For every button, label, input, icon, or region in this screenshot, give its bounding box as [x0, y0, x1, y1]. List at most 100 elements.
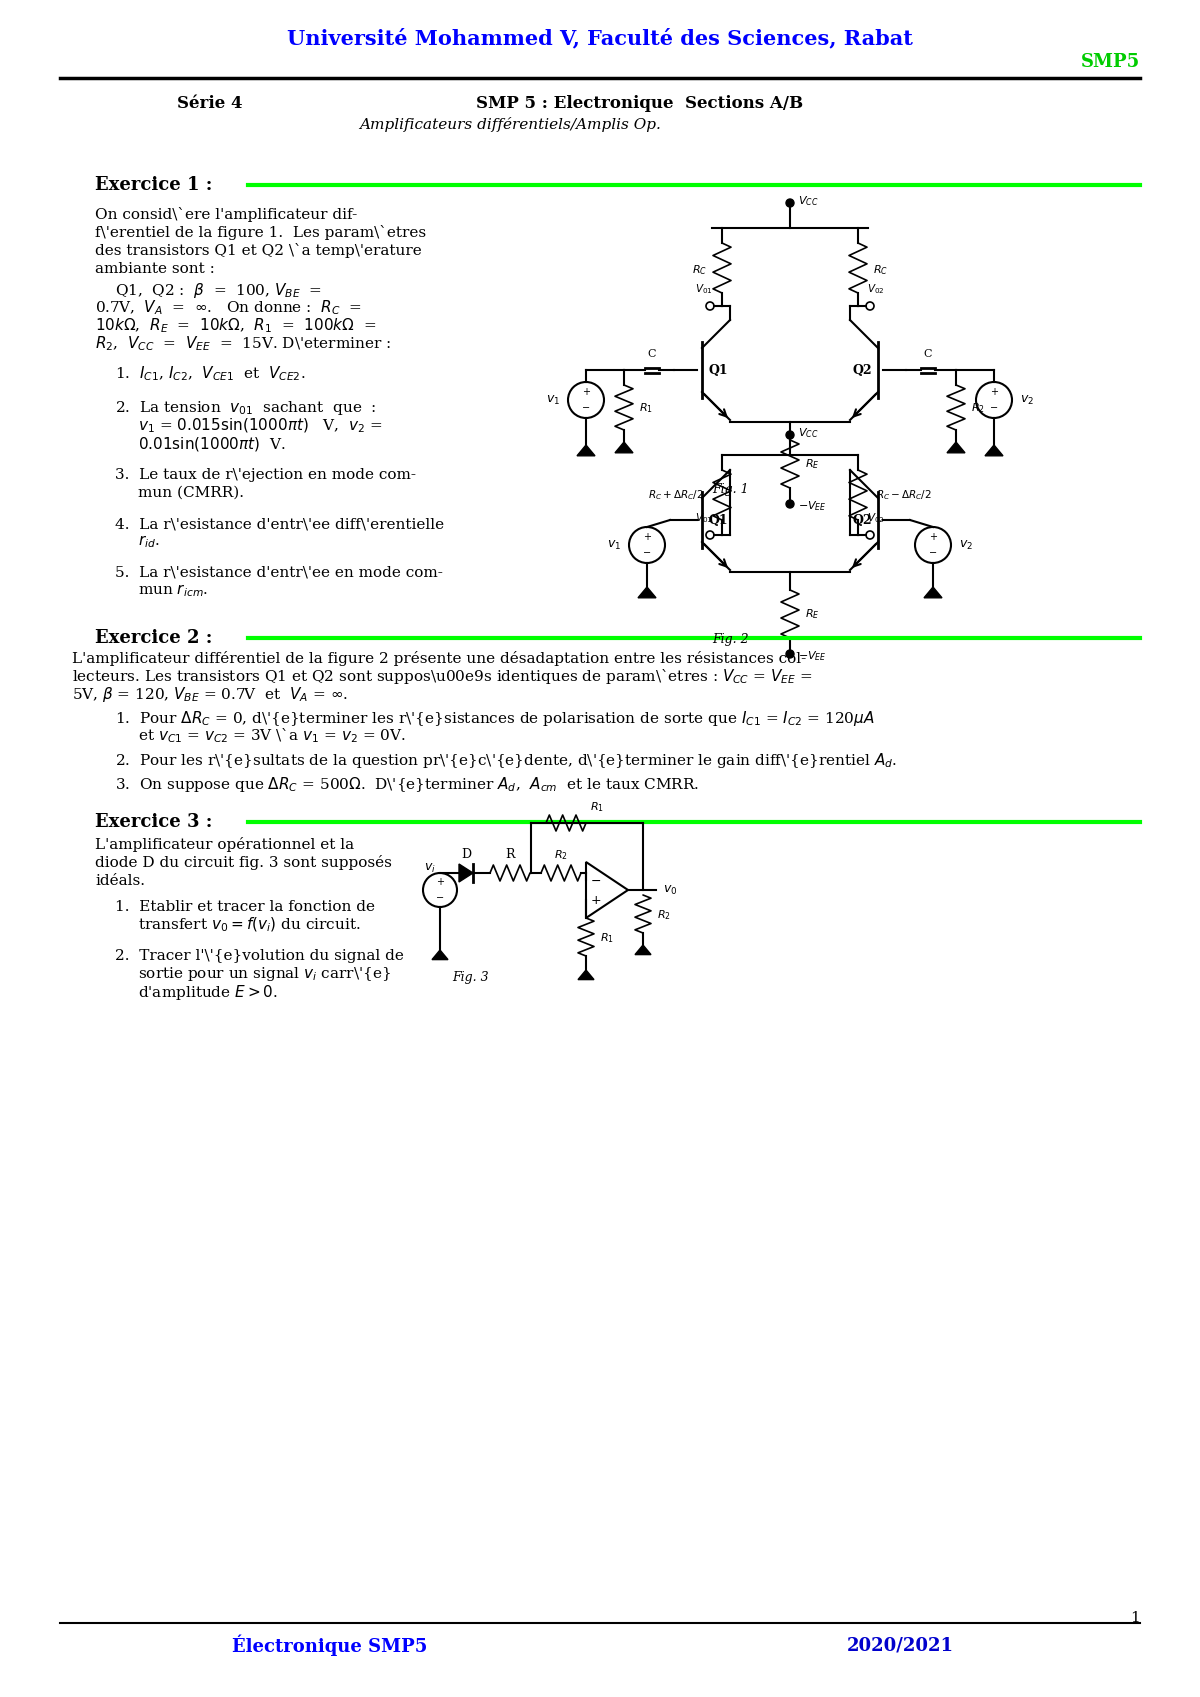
- Text: ambiante sont :: ambiante sont :: [95, 261, 215, 277]
- Text: −: −: [436, 893, 444, 903]
- Text: −: −: [582, 404, 590, 412]
- Text: 0.7V,  $V_A$  =  $\infty$.   On donne :  $R_C$  =: 0.7V, $V_A$ = $\infty$. On donne : $R_C$…: [95, 299, 362, 317]
- Text: +: +: [643, 531, 650, 541]
- Text: 5V, $\beta$ = 120, $V_{BE}$ = 0.7V  et  $V_A$ = $\infty$.: 5V, $\beta$ = 120, $V_{BE}$ = 0.7V et $V…: [72, 686, 348, 704]
- Polygon shape: [578, 971, 594, 979]
- Text: L'amplificateur différentiel de la figure 2 présente une désadaptation entre les: L'amplificateur différentiel de la figur…: [72, 652, 806, 667]
- Text: diode D du circuit fig. 3 sont supposés: diode D du circuit fig. 3 sont supposés: [95, 855, 392, 871]
- Text: SMP 5 : Electronique  Sections A/B: SMP 5 : Electronique Sections A/B: [476, 95, 804, 112]
- Text: 1.  Pour $\Delta R_C$ = 0, d\'{e}terminer les r\'{e}sistances de polarisation de: 1. Pour $\Delta R_C$ = 0, d\'{e}terminer…: [115, 709, 875, 728]
- Text: $V_{02}$: $V_{02}$: [868, 282, 884, 295]
- Text: SMP5: SMP5: [1081, 53, 1140, 71]
- Text: C: C: [648, 350, 656, 360]
- Text: 2.  Tracer l'\'{e}volution du signal de: 2. Tracer l'\'{e}volution du signal de: [115, 949, 404, 962]
- Text: R: R: [505, 847, 515, 860]
- Text: $V_{02}$: $V_{02}$: [868, 511, 884, 524]
- Text: L'amplificateur opérationnel et la: L'amplificateur opérationnel et la: [95, 838, 354, 852]
- Text: +: +: [436, 877, 444, 888]
- Polygon shape: [577, 445, 595, 456]
- Text: $v_0$: $v_0$: [662, 884, 677, 896]
- Text: C: C: [924, 350, 932, 360]
- Text: $R_E$: $R_E$: [805, 456, 820, 470]
- Polygon shape: [458, 864, 473, 882]
- Text: −: −: [990, 404, 998, 412]
- Text: $v_1$ = $0.015\sin(1000\pi t)$   V,  $v_2$ =: $v_1$ = $0.015\sin(1000\pi t)$ V, $v_2$ …: [138, 417, 383, 434]
- Text: $R_C-\Delta R_C/2$: $R_C-\Delta R_C/2$: [876, 489, 931, 502]
- Polygon shape: [924, 587, 942, 597]
- Text: Fig. 2: Fig. 2: [712, 633, 749, 647]
- Text: Amplificateurs différentiels/Amplis Op.: Amplificateurs différentiels/Amplis Op.: [359, 117, 661, 132]
- Polygon shape: [947, 441, 965, 453]
- Polygon shape: [635, 945, 650, 955]
- Text: Série 4: Série 4: [178, 95, 242, 112]
- Polygon shape: [638, 587, 656, 597]
- Text: 2.  La tension  $v_{01}$  sachant  que  :: 2. La tension $v_{01}$ sachant que :: [115, 399, 377, 417]
- Text: et $v_{C1}$ = $v_{C2}$ = 3V \`a $v_1$ = $v_2$ = 0V.: et $v_{C1}$ = $v_{C2}$ = 3V \`a $v_1$ = …: [138, 726, 406, 745]
- Text: $R_1$: $R_1$: [640, 400, 653, 414]
- Text: 3.  Le taux de r\'ejection en mode com-: 3. Le taux de r\'ejection en mode com-: [115, 468, 416, 482]
- Text: Fig. 1: Fig. 1: [712, 484, 749, 497]
- Text: $V_{CC}$: $V_{CC}$: [798, 426, 818, 440]
- Text: 2020/2021: 2020/2021: [846, 1636, 954, 1655]
- Text: f\'erentiel de la figure 1.  Les param\`etres: f\'erentiel de la figure 1. Les param\`e…: [95, 226, 426, 241]
- Text: $R_1$: $R_1$: [590, 799, 604, 815]
- Text: d'amplitude $E > 0$.: d'amplitude $E > 0$.: [138, 983, 278, 1001]
- Circle shape: [786, 650, 794, 658]
- Text: 4.  La r\'esistance d'entr\'ee diff\'erentielle: 4. La r\'esistance d'entr\'ee diff\'eren…: [115, 518, 444, 531]
- Text: 3.  On suppose que $\Delta R_C$ = 500$\Omega$.  D\'{e}terminer $A_d$,  $A_{cm}$ : 3. On suppose que $\Delta R_C$ = 500$\Om…: [115, 774, 700, 794]
- Circle shape: [786, 501, 794, 507]
- Text: $v_2$: $v_2$: [1020, 394, 1034, 407]
- Text: Fig. 3: Fig. 3: [451, 971, 488, 984]
- Text: $V_{CC}$: $V_{CC}$: [798, 193, 818, 209]
- Text: $V_{01}$: $V_{01}$: [695, 511, 713, 524]
- Text: Q1: Q1: [708, 514, 728, 526]
- Text: mun (CMRR).: mun (CMRR).: [138, 485, 244, 501]
- Text: −: −: [929, 548, 937, 558]
- Text: idéals.: idéals.: [95, 874, 145, 888]
- Text: $R_C$: $R_C$: [874, 263, 888, 277]
- Text: 1.  Etablir et tracer la fonction de: 1. Etablir et tracer la fonction de: [115, 899, 374, 915]
- Text: transfert $v_0 = f(v_i)$ du circuit.: transfert $v_0 = f(v_i)$ du circuit.: [138, 916, 360, 935]
- Text: $R_E$: $R_E$: [805, 608, 820, 621]
- Text: $v_i$: $v_i$: [424, 862, 436, 874]
- Text: Q1: Q1: [708, 363, 728, 377]
- Text: D: D: [461, 847, 472, 860]
- Text: mun $r_{icm}$.: mun $r_{icm}$.: [138, 582, 209, 599]
- Text: $V_{01}$: $V_{01}$: [695, 282, 713, 295]
- Text: $R_2$: $R_2$: [554, 848, 568, 862]
- Text: $10k\Omega$,  $R_E$  =  $10k\Omega$,  $R_1$  =  $100k\Omega$  =: $10k\Omega$, $R_E$ = $10k\Omega$, $R_1$ …: [95, 317, 377, 336]
- Text: Électronique SMP5: Électronique SMP5: [233, 1634, 427, 1656]
- Text: $R_C+\Delta R_C/2$: $R_C+\Delta R_C/2$: [648, 489, 704, 502]
- Text: sortie pour un signal $v_i$ carr\'{e}: sortie pour un signal $v_i$ carr\'{e}: [138, 966, 391, 983]
- Circle shape: [786, 199, 794, 207]
- Text: +: +: [582, 387, 590, 397]
- Circle shape: [786, 431, 794, 440]
- Text: $v_2$: $v_2$: [959, 538, 973, 552]
- Text: On consid\`ere l'amplificateur dif-: On consid\`ere l'amplificateur dif-: [95, 207, 358, 222]
- Text: des transistors Q1 et Q2 \`a temp\'erature: des transistors Q1 et Q2 \`a temp\'eratu…: [95, 243, 421, 258]
- Text: $0.01\sin(1000\pi t)$  V.: $0.01\sin(1000\pi t)$ V.: [138, 434, 286, 453]
- Text: $R_1$: $R_1$: [600, 932, 614, 945]
- Text: lecteurs. Les transistors Q1 et Q2 sont suppos\u00e9s identiques de param\`etres: lecteurs. Les transistors Q1 et Q2 sont …: [72, 667, 812, 687]
- Text: $R_C$: $R_C$: [692, 263, 707, 277]
- Text: Q1,  Q2 :  $\beta$  =  100, $V_{BE}$  =: Q1, Q2 : $\beta$ = 100, $V_{BE}$ =: [115, 280, 322, 299]
- Text: $-V_{EE}$: $-V_{EE}$: [798, 648, 827, 664]
- Text: 1: 1: [1130, 1610, 1140, 1626]
- Text: $-$: $-$: [590, 874, 601, 886]
- Text: Exercice 2 :: Exercice 2 :: [95, 630, 212, 647]
- Text: $R_2$,  $V_{CC}$  =  $V_{EE}$  =  15V. D\'eterminer :: $R_2$, $V_{CC}$ = $V_{EE}$ = 15V. D\'ete…: [95, 334, 391, 353]
- Polygon shape: [985, 445, 1003, 456]
- Text: $R_2$: $R_2$: [971, 400, 985, 414]
- Text: +: +: [990, 387, 998, 397]
- Text: $-V_{EE}$: $-V_{EE}$: [798, 499, 827, 512]
- Text: Exercice 1 :: Exercice 1 :: [95, 176, 212, 193]
- Text: $R_2$: $R_2$: [658, 908, 671, 921]
- Polygon shape: [616, 441, 634, 453]
- Text: −: −: [643, 548, 652, 558]
- Text: $v_1$: $v_1$: [546, 394, 560, 407]
- Text: Exercice 3 :: Exercice 3 :: [95, 813, 212, 832]
- Text: Q2: Q2: [852, 514, 872, 526]
- Text: 1.  $I_{C1}$, $I_{C2}$,  $V_{CE1}$  et  $V_{CE2}$.: 1. $I_{C1}$, $I_{C2}$, $V_{CE1}$ et $V_{…: [115, 365, 306, 384]
- Text: 2.  Pour les r\'{e}sultats de la question pr\'{e}c\'{e}dente, d\'{e}terminer le : 2. Pour les r\'{e}sultats de la question…: [115, 750, 898, 769]
- Text: Q2: Q2: [852, 363, 872, 377]
